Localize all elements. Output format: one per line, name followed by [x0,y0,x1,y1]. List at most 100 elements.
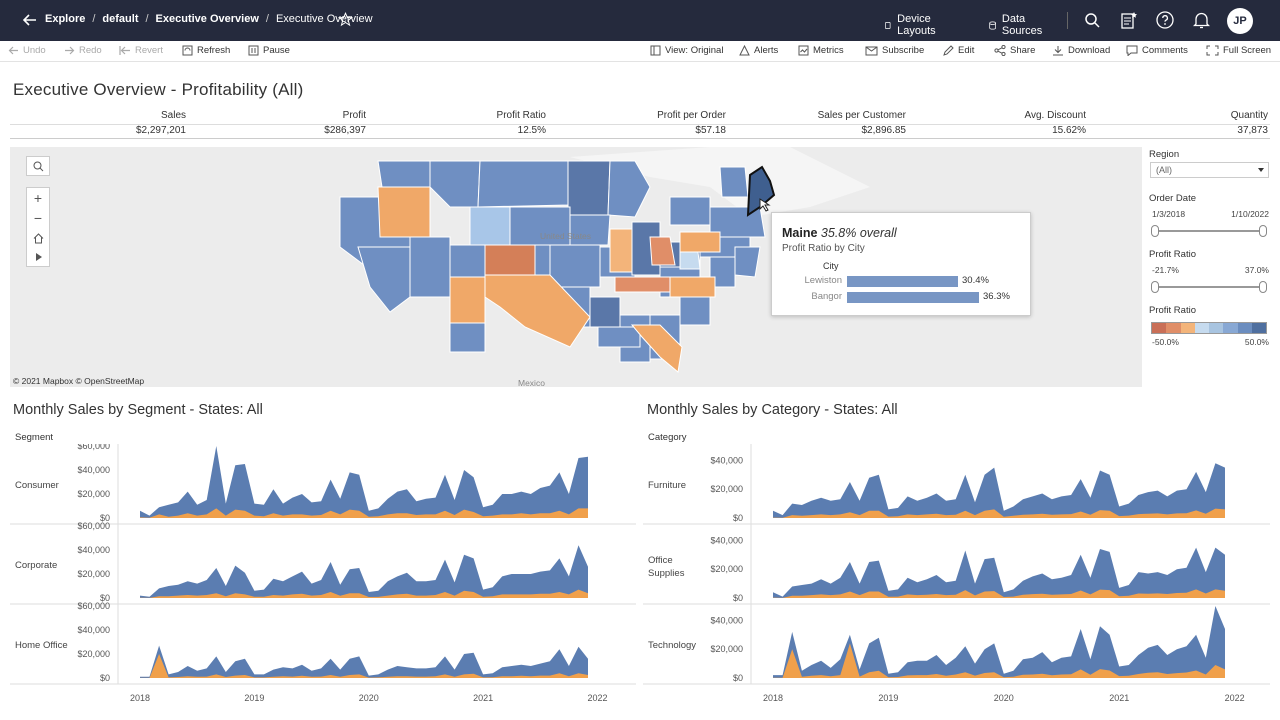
expand-arrow-icon[interactable] [34,252,43,262]
tooltip-title: Maine 35.8% overall [782,226,897,240]
kpi-label: Profit Ratio [496,110,546,121]
tooltip-row: Bangor 36.3% [772,291,1032,303]
kpi-profit-ratio[interactable]: Profit Ratio 12.5% [366,108,546,139]
kpi-profit-per-order[interactable]: Profit per Order $57.18 [546,108,726,139]
notifications-bell-icon[interactable] [1192,11,1211,34]
order-date-slider[interactable] [1151,225,1267,237]
avatar[interactable]: JP [1227,8,1253,34]
area-series-sales[interactable] [773,463,1225,518]
help-icon[interactable] [1156,11,1174,34]
search-icon[interactable] [1085,13,1100,33]
edit-button[interactable]: Edit [943,45,974,56]
breadcrumb-workbook[interactable]: Executive Overview [155,13,259,25]
area-series-profit[interactable] [773,589,1225,598]
breadcrumb-project[interactable]: default [102,13,139,25]
device-layouts-button[interactable]: Device Layouts [885,13,940,37]
x-tick-label: 2022 [1225,693,1245,703]
kpi-label: Quantity [1230,110,1268,121]
revert-button[interactable]: Revert [119,45,163,56]
map-zoom-controls: + − [26,187,50,267]
profit-ratio-map[interactable]: United States Mexico + − [10,147,1142,387]
legend-swatch [1180,323,1195,333]
x-tick-label: 2022 [588,693,608,703]
refresh-button[interactable]: Refresh [182,45,230,56]
area-series-sales[interactable] [773,547,1225,598]
comments-button[interactable]: Comments [1126,45,1188,56]
kpi-divider [10,124,1270,125]
area-series-profit[interactable] [773,508,1225,518]
breadcrumb-explore[interactable]: Explore [45,13,86,25]
kpi-value: $2,297,201 [135,125,186,136]
recents-icon[interactable] [1121,11,1137,34]
area-series-profit[interactable] [140,589,588,598]
category-row-label: Technology [648,640,697,651]
area-series-profit[interactable] [140,508,588,518]
kpi-sales-per-customer[interactable]: Sales per Customer $2,896.85 [726,108,906,139]
y-tick-label: $40,000 [710,455,743,465]
tooltip-row: Lewiston 30.4% [772,275,1032,287]
view-original-button[interactable]: View: Original [650,45,723,56]
map-search-button[interactable] [26,156,50,176]
area-series-sales[interactable] [773,606,1225,678]
redo-arrow-icon [65,46,75,55]
zoom-out-icon[interactable]: − [33,210,43,227]
revert-icon [119,46,130,55]
category-area-chart[interactable]: $40,000 $20,000 $0 $40,000 $20,000 $0 $40,000 $… [643,444,1270,710]
kpi-label: Sales per Customer [817,110,906,121]
undo-button[interactable]: Undo [8,45,46,56]
area-series-sales[interactable] [140,446,588,518]
subscribe-button[interactable]: Subscribe [865,45,924,56]
kpi-label: Avg. Discount [1024,110,1086,121]
download-icon [1053,46,1063,56]
favorite-star-icon[interactable] [337,11,354,27]
kpi-avg-discount[interactable]: Avg. Discount 15.62% [906,108,1086,139]
area-series-sales[interactable] [140,645,588,678]
metrics-button[interactable]: Metrics [798,45,844,56]
redo-button[interactable]: Redo [64,45,102,56]
tooltip-state: Maine [782,226,818,240]
y-tick-label: $40,000 [77,465,110,475]
area-series-sales[interactable] [140,545,588,598]
home-icon[interactable] [33,232,44,244]
kpi-sales[interactable]: Sales $2,297,201 [10,108,186,139]
back-arrow-icon[interactable] [22,12,38,28]
segment-area-chart[interactable]: $60,000$40,000$20,000$0$60,000$40,000$20… [10,444,636,710]
area-series-profit[interactable] [773,643,1225,678]
kpi-value: $2,896.85 [861,125,907,136]
subscribe-label: Subscribe [882,45,925,56]
share-button[interactable]: Share [994,45,1035,56]
search-icon [33,161,43,171]
refresh-label: Refresh [197,45,231,56]
full-screen-button[interactable]: Full Screen [1206,45,1271,56]
pause-label: Pause [263,45,290,56]
profit-ratio-legend-label: Profit Ratio [1149,305,1196,316]
tooltip-overall: 35.8% overall [820,226,897,240]
redo-label: Redo [79,45,102,56]
y-tick-label: $0 [100,513,110,523]
pause-button[interactable]: Pause [248,45,290,56]
map-attribution[interactable]: © 2021 Mapbox © OpenStreetMap [13,376,145,386]
slider-handle-min[interactable] [1151,225,1159,237]
y-tick-label: $40,000 [77,625,110,635]
category-row-label: Office Supplies [648,555,685,579]
category-row-label: Furniture [648,480,687,491]
x-tick-label: 2021 [473,693,493,703]
slider-handle-max[interactable] [1259,281,1267,293]
profit-ratio-slider[interactable] [1151,281,1267,293]
slider-handle-min[interactable] [1151,281,1159,293]
region-dropdown[interactable]: (All) [1150,162,1269,178]
breadcrumb-view: Executive Overview [275,13,373,25]
kpi-profit[interactable]: Profit $286,397 [186,108,366,139]
slider-handle-max[interactable] [1259,225,1267,237]
profit-ratio-filter-label: Profit Ratio [1149,249,1196,260]
tooltip-column-header: City [823,261,839,271]
data-sources-button[interactable]: Data Sources [988,13,1046,37]
zoom-in-icon[interactable]: + [33,190,43,207]
alerts-button[interactable]: Alerts [739,45,778,56]
kpi-summary: Sales $2,297,201 Profit $286,397 Profit Ra… [10,108,1270,139]
mexico-label: Mexico [518,378,545,387]
undo-arrow-icon [8,46,18,55]
view-toolbar: Undo Redo Revert Refresh Pause View: Ori… [0,41,1280,62]
kpi-quantity[interactable]: Quantity 37,873 [1086,108,1268,139]
download-button[interactable]: Download [1052,45,1110,56]
